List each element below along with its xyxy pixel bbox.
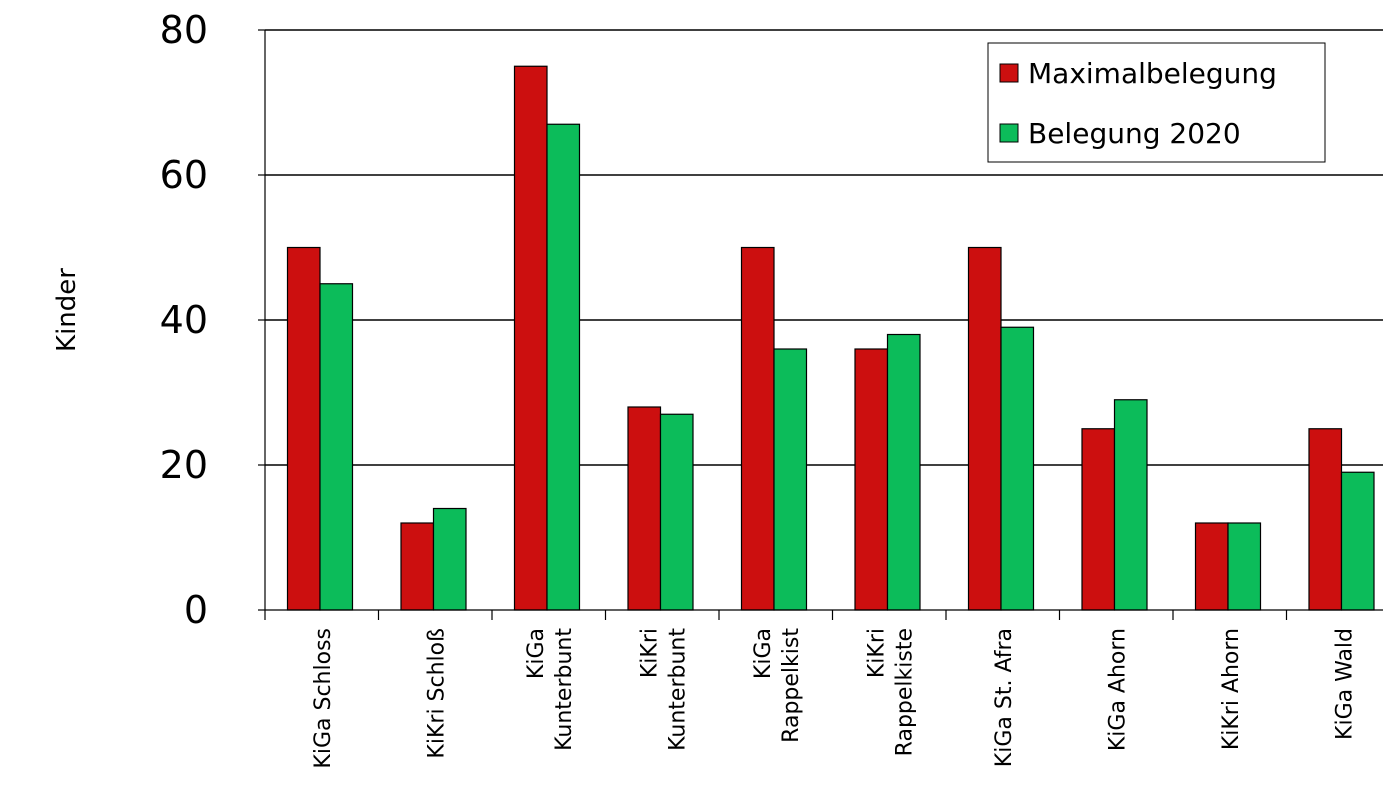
bar-maximalbelegung-kiga-kunterbunt <box>513 65 548 611</box>
bar-maximalbelegung-kikri-schlo <box>400 522 435 611</box>
x-tick-label-kiga: KiGa <box>524 628 549 679</box>
x-tick-labels: KiGa Schloss KiKri Schloß KiGa Kunterbunt Ki… <box>311 628 1358 769</box>
bar-maximalbelegung-kiga-rappelkist <box>740 246 775 611</box>
y-tick-label-40: 40 <box>160 298 208 342</box>
bar-belegung-2020-kikri-schlo <box>432 507 467 611</box>
x-tick-label-kunterbunt: Kunterbunt <box>552 628 577 751</box>
bar-belegung-2020-kiga-st-afra <box>1000 326 1035 611</box>
legend-swatch-maximalbelegung <box>999 63 1019 83</box>
axes <box>258 29 1383 620</box>
y-tick-label-0: 0 <box>184 588 208 632</box>
bar-belegung-2020-kiga-wald <box>1340 471 1375 611</box>
x-tick-label-kiga-wald: KiGa Wald <box>1332 628 1357 740</box>
bar-belegung-2020-kiga-kunterbunt <box>546 123 581 611</box>
gridlines <box>265 29 1383 466</box>
bar-maximalbelegung-kikri-kunterbunt <box>627 406 662 611</box>
bar-belegung-2020-kikri-ahorn <box>1227 522 1262 611</box>
bar-maximalbelegung-kiga-schloss <box>286 246 321 611</box>
bar-belegung-2020-kiga-schloss <box>319 283 354 611</box>
x-tick-label-kiga-schloss: KiGa Schloss <box>311 628 336 769</box>
bar-maximalbelegung-kiga-st-afra <box>967 246 1002 611</box>
x-tick-label-rappelkiste: Rappelkiste <box>892 628 917 756</box>
y-tick-label-80: 80 <box>160 8 208 52</box>
x-tick-label-rappelkist: Rappelkist <box>779 628 804 743</box>
x-tick-label-kikri: KiKri <box>637 628 662 678</box>
bar-maximalbelegung-kiga-ahorn <box>1081 428 1116 611</box>
legend-swatch-belegung-2020 <box>999 123 1019 143</box>
x-tick-label-kiga: KiGa <box>751 628 776 679</box>
bar-maximalbelegung-kikri-ahorn <box>1194 522 1229 611</box>
y-tick-labels: 0 20 40 60 80 <box>160 8 208 632</box>
bar-belegung-2020-kiga-rappelkist <box>773 348 808 611</box>
legend-label-maximalbelegung: Maximalbelegung <box>1028 57 1277 90</box>
x-tick-label-kikri-schlo: KiKri Schloß <box>424 628 449 759</box>
x-tick-label-kunterbunt: Kunterbunt <box>665 628 690 751</box>
x-tick-label-kikri-ahorn: KiKri Ahorn <box>1219 628 1244 750</box>
x-tick-label-kikri: KiKri <box>864 628 889 678</box>
y-axis-label: Kinder <box>52 268 82 352</box>
legend-label-belegung-2020: Belegung 2020 <box>1028 117 1241 150</box>
legend: Maximalbelegung Belegung 2020 <box>987 42 1326 163</box>
y-tick-label-20: 20 <box>160 443 208 487</box>
bar-belegung-2020-kiga-ahorn <box>1113 399 1148 611</box>
x-tick-label-kiga-ahorn: KiGa Ahorn <box>1105 628 1130 751</box>
y-tick-label-60: 60 <box>160 153 208 197</box>
bar-maximalbelegung-kikri-rappelkiste <box>854 348 889 611</box>
bars <box>286 65 1375 611</box>
bar-belegung-2020-kikri-kunterbunt <box>659 413 694 611</box>
x-tick-label-kiga-st-afra: KiGa St. Afra <box>992 628 1017 767</box>
bar-maximalbelegung-kiga-wald <box>1308 428 1343 611</box>
legend-box <box>987 42 1326 163</box>
bar-belegung-2020-kikri-rappelkiste <box>886 333 921 611</box>
